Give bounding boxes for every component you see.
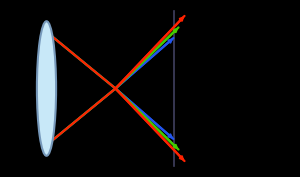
Ellipse shape xyxy=(37,21,56,156)
